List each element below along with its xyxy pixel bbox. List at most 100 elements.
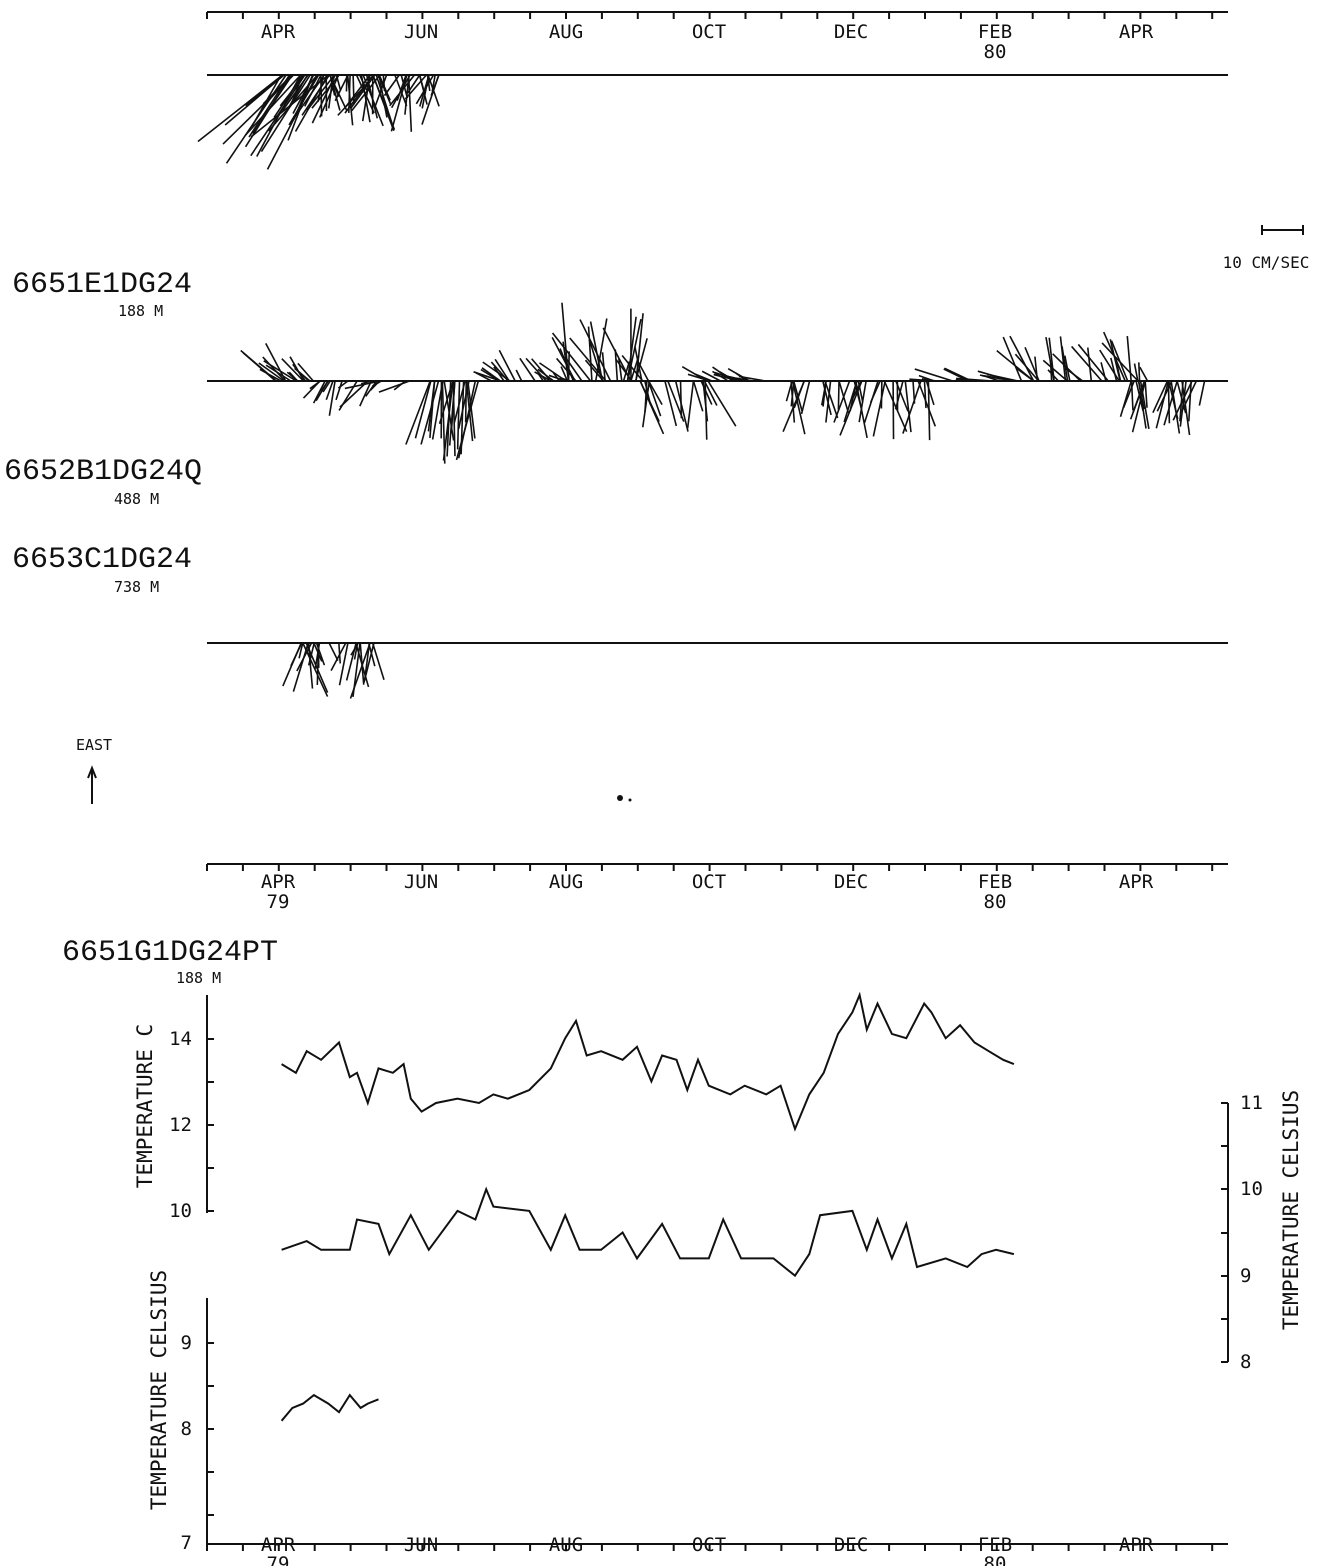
current-stick [564, 356, 583, 382]
temperature-series [280, 991, 1015, 1422]
current-stick [681, 366, 708, 382]
current-stick [441, 380, 446, 464]
current-stick [1061, 346, 1069, 382]
current-stick [1064, 367, 1084, 382]
current-stick [281, 358, 305, 382]
current-stick [374, 74, 388, 106]
current-stick [294, 367, 311, 382]
current-stick [378, 380, 410, 393]
upper-left-axis-title: TEMPERATURE C [133, 1024, 157, 1188]
current-stick [457, 380, 477, 459]
current-stick [338, 380, 358, 411]
top-axis-month-3: AUG [549, 21, 583, 43]
current-stick [902, 380, 922, 434]
current-stick [347, 74, 351, 113]
bottom-axis-month-1: APR [261, 1534, 296, 1556]
current-stick [390, 74, 408, 132]
top-axis-month-6: FEB [978, 21, 1012, 43]
current-stick [352, 74, 355, 105]
current-stick [322, 380, 331, 393]
mid-axis-month-5: DEC [834, 871, 868, 893]
upper-left-tick-12: 12 [169, 1114, 192, 1136]
current-stick [265, 364, 292, 382]
top-axis-month-1: APR [261, 21, 296, 43]
stick-series-middle [240, 302, 1206, 464]
current-stick [601, 352, 606, 382]
current-stick [917, 380, 937, 427]
current-stick [635, 313, 644, 382]
bottom-axis-month-6: FEB [978, 1534, 1012, 1556]
current-stick [626, 318, 642, 382]
current-stick [567, 351, 570, 382]
current-stick [1099, 349, 1120, 382]
current-stick [1155, 380, 1170, 429]
current-stick [1139, 380, 1150, 430]
current-stick [371, 380, 382, 387]
current-stick [904, 380, 912, 433]
current-stick [1087, 347, 1093, 382]
current-stick [353, 642, 359, 660]
current-stick [858, 380, 867, 423]
current-stick [197, 74, 283, 143]
current-stick [290, 642, 303, 667]
current-stick [244, 74, 302, 136]
current-stick [551, 336, 576, 382]
current-stick [839, 380, 863, 436]
current-stick [360, 74, 371, 123]
current-stick [494, 358, 510, 382]
current-stick [822, 380, 832, 416]
current-stick [251, 74, 282, 127]
top-axis-month-2: JUN [404, 21, 438, 43]
current-stick [1009, 335, 1035, 382]
temp-record-depth: 188 M [176, 969, 221, 987]
current-stick [925, 380, 935, 406]
current-stick [344, 380, 381, 390]
current-stick [1077, 343, 1109, 382]
current-stick [843, 380, 858, 423]
current-stick [318, 74, 340, 118]
record-label-3: 6653C1DG24 [12, 543, 192, 577]
temperature-line-3 [280, 1393, 379, 1422]
current-stick [700, 380, 713, 405]
current-stick [1138, 362, 1141, 382]
current-stick [712, 370, 729, 382]
upper-left-tick-14: 14 [169, 1028, 192, 1050]
current-stick [1002, 336, 1023, 382]
current-stick [1167, 380, 1171, 424]
current-stick [404, 74, 428, 100]
right-tick-10: 10 [1240, 1178, 1263, 1200]
bottom-axis-month-7: APR [1119, 1534, 1154, 1556]
mid-axis-month-3: AUG [549, 871, 583, 893]
current-stick [589, 321, 604, 382]
current-stick [1139, 366, 1149, 382]
current-stick [1179, 380, 1187, 427]
stick-series-bottom [282, 642, 385, 699]
current-stick [791, 380, 806, 435]
mid-axis-month-4: OCT [692, 871, 726, 893]
record-depth-1: 188 M [118, 302, 163, 320]
current-stick [1133, 363, 1139, 382]
current-stick [1049, 359, 1053, 382]
stick-series-top [197, 74, 440, 170]
record-depth-2: 488 M [114, 490, 159, 508]
current-stick [851, 380, 863, 400]
current-stick [1048, 337, 1055, 382]
right-tick-8: 8 [1240, 1351, 1251, 1373]
current-stick [1110, 340, 1129, 382]
current-stick [365, 74, 379, 119]
current-stick [1181, 380, 1191, 436]
current-stick [311, 74, 340, 109]
current-stick [621, 355, 644, 382]
current-stick [1137, 380, 1147, 429]
current-stick [1119, 380, 1133, 417]
current-stick [1115, 360, 1122, 382]
current-stick [407, 74, 413, 132]
current-stick [415, 74, 435, 105]
current-stick [636, 359, 650, 382]
right-axis-title: TEMPERATURE CELSIUS [1279, 1090, 1303, 1330]
current-stick [824, 380, 839, 419]
current-stick [551, 332, 592, 382]
bottom-axis-month-2: JUN [404, 1534, 438, 1556]
current-stick [244, 74, 292, 148]
current-stick [313, 642, 323, 662]
